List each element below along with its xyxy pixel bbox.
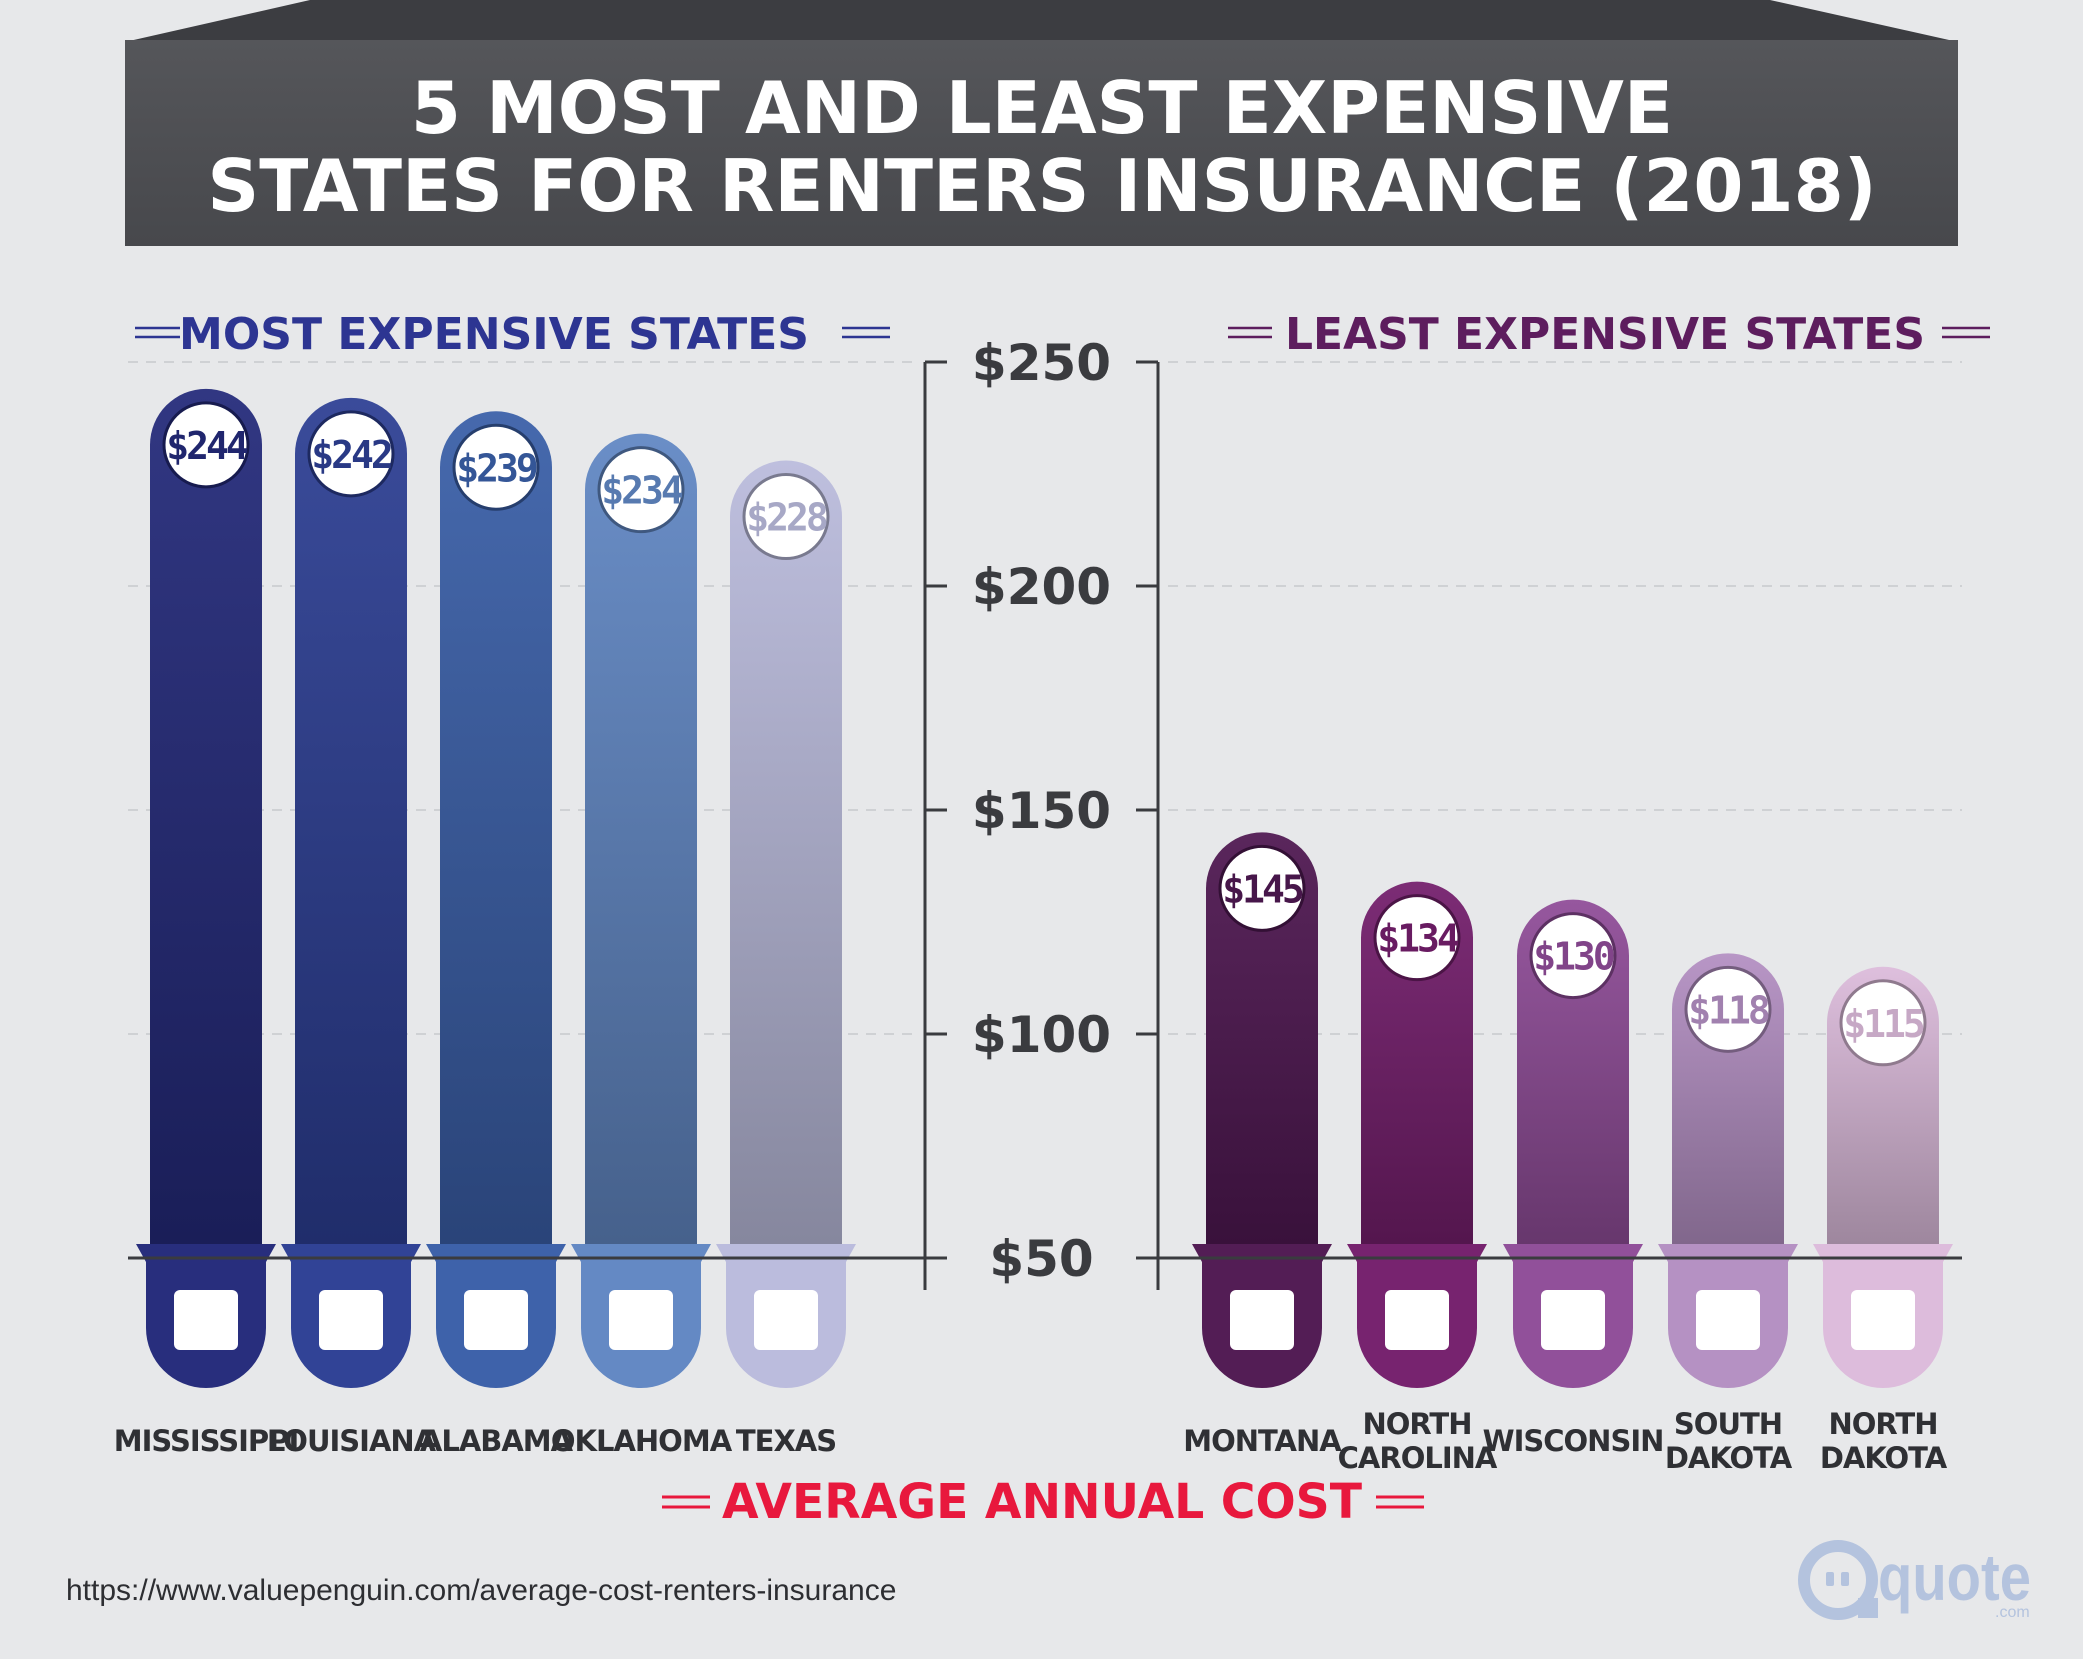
value-badge-oklahoma — [597, 446, 685, 534]
value-label-north-dakota: $115 — [1843, 1002, 1924, 1046]
state-label-montana: MONTANA — [1183, 1424, 1342, 1458]
bar-oklahoma — [585, 433, 697, 1244]
state-label-oklahoma: OKLAHOMA — [551, 1424, 733, 1458]
x-axis-label: AVERAGE ANNUAL COST — [722, 1474, 1362, 1530]
value-label-louisiana: $242 — [311, 433, 391, 477]
bar-group-north-carolina: $134 NORTH CAROLINA — [1338, 881, 1499, 1475]
bar-group-texas: $228 TEXAS — [714, 460, 858, 1458]
y-tick-label: $100 — [972, 1006, 1111, 1064]
value-badge-texas — [742, 473, 830, 561]
bar-north-carolina — [1361, 881, 1473, 1244]
x-axis-label-group: AVERAGE ANNUAL COST — [662, 1474, 1424, 1530]
state-label-mississippi: MISSISSIPPI — [114, 1424, 298, 1458]
least-expensive-title: LEAST EXPENSIVE STATES — [1285, 309, 1925, 360]
mississippi-state-icon — [174, 1290, 238, 1350]
state-label-texas: TEXAS — [736, 1424, 836, 1458]
title-line-1: 5 MOST AND LEAST EXPENSIVE — [411, 66, 1673, 150]
bar-group-wisconsin: $130 WISCONSIN — [1483, 899, 1664, 1458]
bar-group-north-dakota: $115 NORTH DAKOTA — [1811, 966, 1955, 1475]
title-banner: 5 MOST AND LEAST EXPENSIVE STATES FOR RE… — [125, 0, 1958, 246]
value-label-texas: $228 — [746, 496, 827, 540]
texas-state-icon — [754, 1290, 818, 1350]
montana-state-icon — [1230, 1290, 1294, 1350]
bar-group-alabama: $239 ALABAMA — [420, 411, 575, 1458]
bar-montana — [1206, 832, 1318, 1244]
north-carolina-state-icon — [1385, 1290, 1449, 1350]
value-badge-south-dakota — [1684, 965, 1772, 1053]
bars: $244MISSISSIPPI$242LOUISIANA$239ALABAMA$… — [114, 388, 1955, 1475]
y-tick-label: $150 — [972, 782, 1111, 840]
north-dakota-state-icon — [1851, 1290, 1915, 1350]
value-badge-north-carolina — [1373, 894, 1461, 982]
value-label-oklahoma: $234 — [601, 469, 683, 513]
bar-mississippi — [150, 388, 262, 1245]
state-label-wisconsin: WISCONSIN — [1483, 1424, 1664, 1458]
value-badge-alabama — [452, 423, 540, 511]
value-badge-montana — [1218, 844, 1306, 932]
bar-texas — [730, 460, 842, 1244]
value-label-wisconsin: $130 — [1533, 935, 1614, 979]
alabama-state-icon — [464, 1290, 528, 1350]
value-badge-mississippi — [162, 401, 250, 489]
least-expensive-heading: LEAST EXPENSIVE STATES — [1228, 309, 1990, 360]
value-label-south-dakota: $118 — [1688, 988, 1769, 1032]
state-label-north-dakota: NORTH DAKOTA — [1820, 1407, 1948, 1475]
quote-logo-text: quote — [1878, 1540, 2031, 1614]
value-label-mississippi: $244 — [166, 424, 248, 468]
wisconsin-state-icon — [1541, 1290, 1605, 1350]
south-dakota-state-icon — [1696, 1290, 1760, 1350]
title-line-2: STATES FOR RENTERS INSURANCE (2018) — [207, 144, 1876, 228]
quote-logo-icon — [1798, 1540, 1878, 1620]
state-label-north-carolina: NORTH CAROLINA — [1338, 1407, 1498, 1475]
most-expensive-title: MOST EXPENSIVE STATES — [179, 309, 809, 360]
quote-logo: quote .com — [1798, 1540, 2031, 1621]
bar-louisiana — [295, 397, 407, 1244]
y-tick-label: $200 — [972, 558, 1111, 616]
y-tick-label: $250 — [972, 334, 1111, 392]
value-badge-louisiana — [307, 410, 395, 498]
quote-logo-suffix: .com — [1995, 1604, 2030, 1621]
bar-alabama — [440, 411, 552, 1244]
oklahoma-state-icon — [609, 1290, 673, 1350]
bar-group-mississippi: $244 MISSISSIPPI — [114, 388, 299, 1458]
source-url[interactable]: https://www.valuepenguin.com/average-cos… — [66, 1574, 896, 1607]
bar-group-oklahoma: $234 OKLAHOMA — [551, 433, 734, 1458]
state-label-south-dakota: SOUTH DAKOTA — [1665, 1407, 1793, 1475]
value-badge-north-dakota — [1839, 979, 1927, 1067]
bar-group-louisiana: $242 LOUISIANA — [267, 397, 438, 1458]
value-label-north-carolina: $134 — [1377, 917, 1459, 961]
value-label-montana: $145 — [1222, 867, 1303, 911]
y-tick-label: $50 — [989, 1230, 1093, 1288]
state-label-louisiana: LOUISIANA — [267, 1424, 437, 1458]
value-badge-wisconsin — [1529, 912, 1617, 1000]
louisiana-state-icon — [319, 1290, 383, 1350]
state-label-alabama: ALABAMA — [420, 1424, 574, 1458]
most-expensive-heading: MOST EXPENSIVE STATES — [135, 309, 890, 360]
bar-group-south-dakota: $118 SOUTH DAKOTA — [1656, 953, 1800, 1475]
bar-group-montana: $145 MONTANA — [1183, 832, 1343, 1458]
value-label-alabama: $239 — [456, 446, 537, 490]
